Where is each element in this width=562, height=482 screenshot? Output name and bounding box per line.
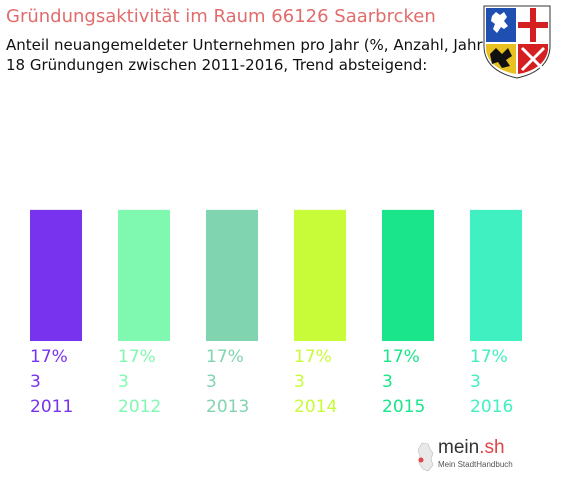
bar-2012: [118, 209, 170, 341]
logo-name-dot: .sh: [479, 437, 505, 458]
count-label-2013: 3: [206, 372, 217, 392]
bar-label-group-2015: 17% 3 2015: [382, 345, 452, 420]
chart-summary: 18 Gründungen zwischen 2011-2016, Trend …: [6, 56, 428, 74]
count-label-2016: 3: [470, 372, 481, 392]
logo-name-main: mein: [438, 437, 480, 458]
chart-subtitle: Anteil neuangemeldeter Unternehmen pro J…: [6, 36, 489, 54]
count-label-2012: 3: [118, 372, 129, 392]
bar-2014: [294, 209, 346, 341]
percent-label-2012: 17%: [118, 347, 156, 367]
count-label-2014: 3: [294, 372, 305, 392]
percent-label-2014: 17%: [294, 347, 332, 367]
bar-label-group-2013: 17% 3 2013: [206, 345, 276, 420]
percent-label-2015: 17%: [382, 347, 420, 367]
bar-label-group-2014: 17% 3 2014: [294, 345, 364, 420]
year-label-2013: 2013: [206, 397, 250, 417]
logo-tagline: Mein StadtHandbuch: [438, 460, 513, 469]
chart-title: Gründungsaktivität im Raum 66126 Saarbrc…: [6, 6, 436, 27]
bar-label-group-2011: 17% 3 2011: [30, 345, 100, 420]
year-label-2015: 2015: [382, 397, 426, 417]
bar-2011: [30, 209, 82, 341]
logo-wordmark: mein.sh: [438, 437, 505, 459]
year-label-2016: 2016: [470, 397, 514, 417]
saarland-crest-icon: [483, 5, 551, 79]
count-label-2011: 3: [30, 372, 41, 392]
bar-2016: [470, 209, 522, 341]
percent-label-2013: 17%: [206, 347, 244, 367]
bar-label-group-2012: 17% 3 2012: [118, 345, 188, 420]
year-label-2012: 2012: [118, 397, 162, 417]
percent-label-2016: 17%: [470, 347, 508, 367]
mein-sh-logo: mein.sh Mein StadtHandbuch: [416, 437, 536, 475]
year-label-2011: 2011: [30, 397, 74, 417]
bar-2013: [206, 209, 258, 341]
bar-label-group-2016: 17% 3 2016: [470, 345, 540, 420]
count-label-2015: 3: [382, 372, 393, 392]
germany-map-icon: [417, 442, 434, 472]
year-label-2014: 2014: [294, 397, 338, 417]
percent-label-2011: 17%: [30, 347, 68, 367]
bar-2015: [382, 209, 434, 341]
